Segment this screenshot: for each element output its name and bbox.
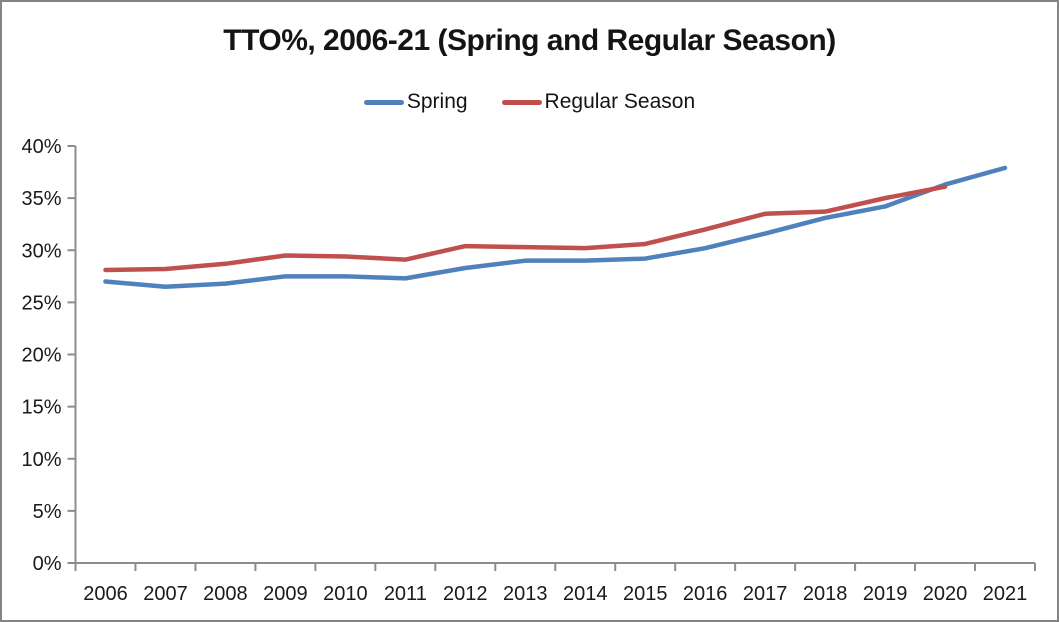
x-tick-label: 2020 [923,583,968,605]
y-tick-label: 20% [21,345,61,367]
x-tick-label: 2011 [384,583,427,605]
legend-label-regular-season: Regular Season [545,90,696,114]
y-tick-label: 15% [21,397,61,419]
x-tick-label: 2014 [563,583,608,605]
legend-item-regular-season[interactable]: Regular Season [502,90,696,114]
y-tick-label: 35% [21,188,61,210]
x-tick-label: 2008 [203,583,248,605]
legend: Spring Regular Season [2,90,1057,114]
series-line-regular-season [105,187,945,270]
x-tick-label: 2013 [503,583,548,605]
x-tick-label: 2016 [683,583,728,605]
spring-line-swatch-icon [364,100,404,105]
chart-frame: 0% 5% 10% 15% 20% 25% 30% 35% 40% 2006 2007 2008 200… [0,0,1059,622]
chart-title: TTO%, 2006-21 (Spring and Regular Season… [2,24,1057,58]
x-tick-label: 2021 [983,583,1028,605]
legend-item-spring[interactable]: Spring [364,90,468,114]
x-tick-label: 2010 [323,583,368,605]
legend-label-spring: Spring [407,90,468,114]
y-tick-label: 25% [21,292,61,314]
y-tick-label: 40% [21,136,61,158]
x-tick-label: 2019 [863,583,908,605]
regular-season-line-swatch-icon [502,100,542,105]
y-tick-label: 0% [33,553,62,575]
x-tick-label: 2009 [263,583,308,605]
x-tick-label: 2006 [83,583,128,605]
x-tick-label: 2007 [143,583,188,605]
y-tick-label: 30% [21,240,61,262]
x-tick-label: 2015 [623,583,668,605]
x-tick-label: 2012 [443,583,488,605]
x-tick-label: 2018 [803,583,848,605]
y-tick-label: 5% [33,501,62,523]
y-tick-label: 10% [21,449,61,471]
x-tick-label: 2017 [743,583,788,605]
series-line-spring [105,168,1005,287]
